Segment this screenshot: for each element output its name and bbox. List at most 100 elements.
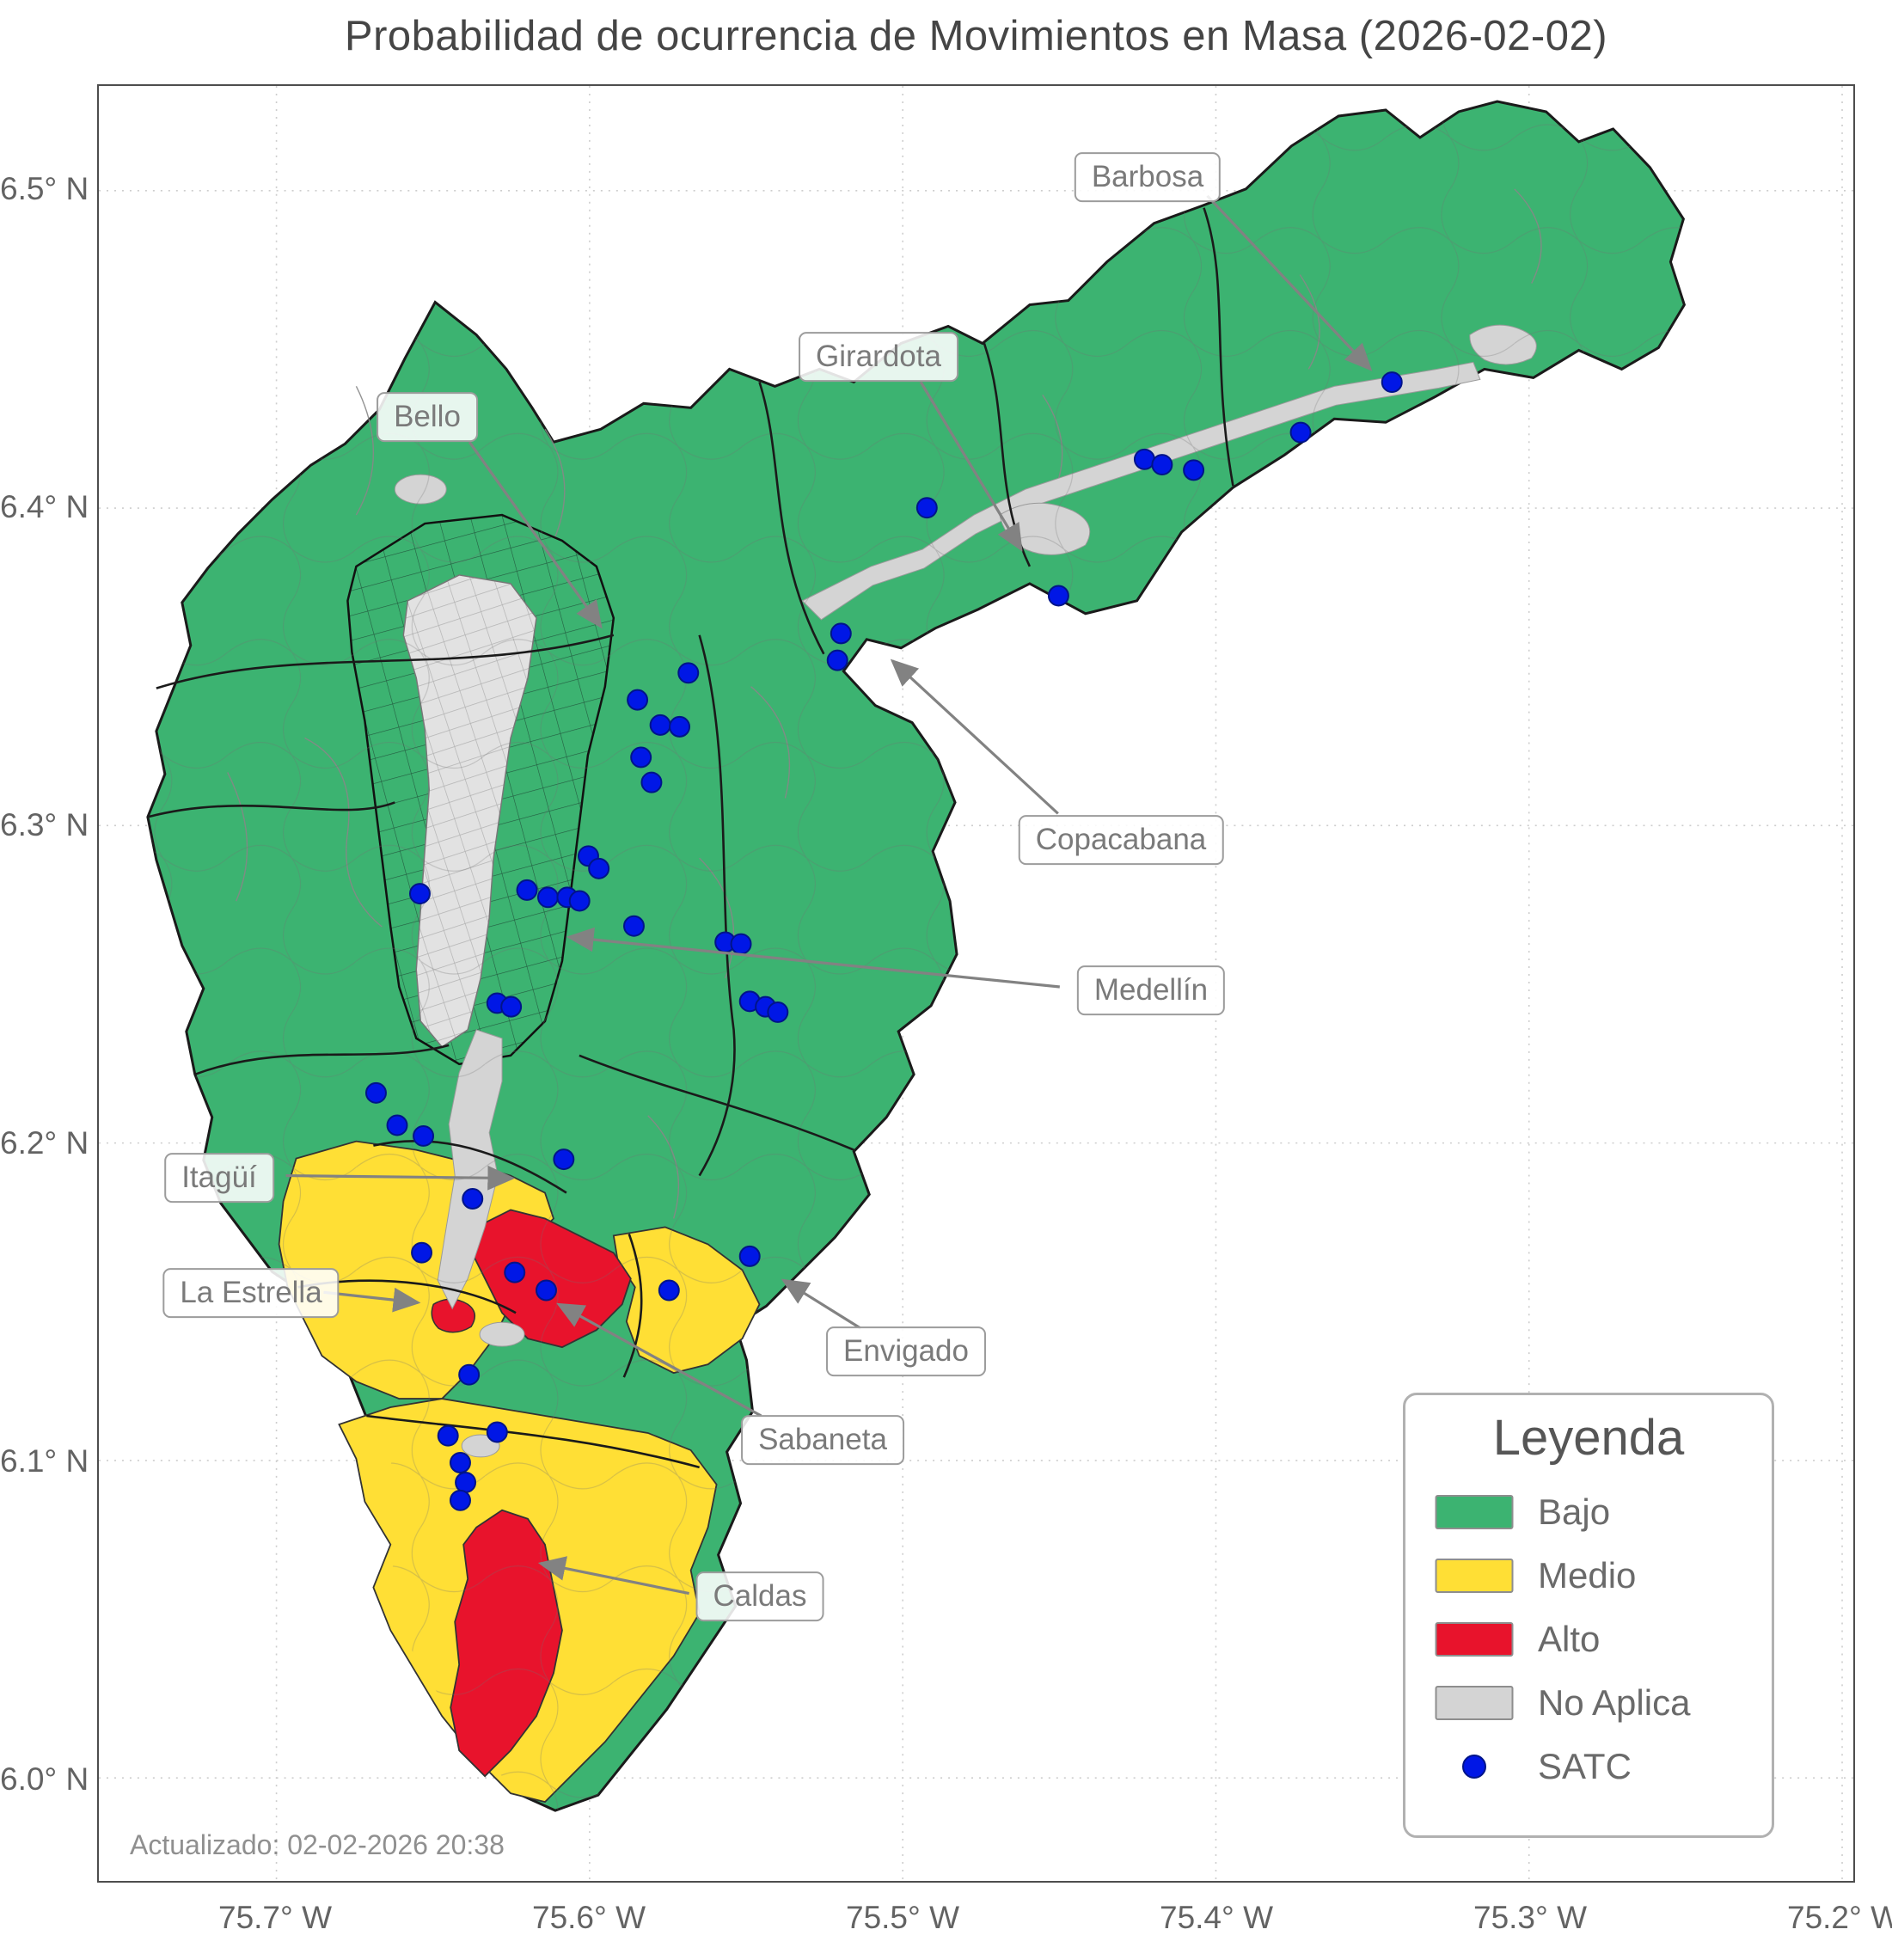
map-canvas xyxy=(99,86,1853,1881)
satc-dot xyxy=(730,933,752,955)
legend-item-alto: Alto xyxy=(1405,1608,1772,1671)
satc-dot xyxy=(437,1424,459,1447)
legend-item-medio: Medio xyxy=(1405,1544,1772,1608)
satc-dot xyxy=(516,879,538,901)
annotation-la-estrella: La Estrella xyxy=(162,1268,340,1318)
satc-dot xyxy=(450,1489,471,1511)
annotation-arrows xyxy=(285,194,1373,1596)
satc-dot xyxy=(830,622,852,645)
satc-dot xyxy=(408,883,431,905)
legend-swatch-medio-rect xyxy=(1435,1559,1514,1593)
page-title: Probabilidad de ocurrencia de Movimiento… xyxy=(344,13,1608,59)
legend-label-satc: SATC xyxy=(1538,1746,1632,1786)
satc-dot xyxy=(500,995,523,1018)
annotation-medellin: Medellín xyxy=(1076,965,1226,1015)
satc-dot xyxy=(826,649,848,671)
arrow-sabaneta xyxy=(556,1302,762,1418)
satc-dot xyxy=(568,890,591,912)
satc-dot xyxy=(1183,459,1205,481)
satc-dot xyxy=(411,1241,433,1264)
annotation-copacabana: Copacabana xyxy=(1018,815,1224,865)
x-tick: 75.3° W xyxy=(1473,1900,1588,1935)
satc-dot xyxy=(767,1001,789,1023)
arrow-copacabana xyxy=(890,658,1059,815)
satc-dot xyxy=(458,1363,481,1386)
legend-marker-satc-dot xyxy=(1462,1755,1486,1779)
legend-swatch-no-aplica xyxy=(1435,1686,1514,1720)
satc-dot xyxy=(738,1245,761,1267)
x-tick: 75.5° W xyxy=(845,1900,960,1935)
satc-dot xyxy=(640,771,663,793)
satc-dot xyxy=(677,662,700,684)
satc-dot xyxy=(1151,454,1173,476)
legend-label-bajo: Bajo xyxy=(1538,1491,1611,1532)
satc-dot xyxy=(455,1471,477,1493)
y-tick: 6.1° N xyxy=(0,1443,89,1479)
satc-dot xyxy=(649,714,671,736)
legend-swatch-bajo xyxy=(1435,1495,1514,1529)
annotation-itagui: Itagüí xyxy=(164,1153,274,1203)
satc-dot xyxy=(386,1114,408,1136)
satc-dot xyxy=(364,1081,387,1104)
legend-label-medio: Medio xyxy=(1538,1555,1637,1596)
legend-item-no-aplica: No Aplica xyxy=(1405,1671,1772,1735)
satc-dot xyxy=(1289,421,1312,444)
y-tick: 6.5° N xyxy=(0,171,89,206)
updated-timestamp: Actualizado: 02-02-2026 20:38 xyxy=(130,1829,505,1860)
legend-swatch-medio xyxy=(1435,1559,1514,1593)
satc-dot xyxy=(1133,448,1155,470)
satc-dot xyxy=(537,886,559,909)
satc-dot xyxy=(504,1261,526,1283)
satc-dot xyxy=(1047,585,1069,607)
y-tick: 6.3° N xyxy=(0,807,89,842)
legend-item-bajo: Bajo xyxy=(1405,1480,1772,1544)
satc-dot xyxy=(658,1279,680,1302)
arrow-caldas xyxy=(537,1556,689,1596)
satc-dot xyxy=(450,1452,471,1473)
y-tick: 6.4° N xyxy=(0,489,89,524)
legend-swatch-bajo-rect xyxy=(1435,1495,1514,1529)
municipal-boundaries xyxy=(147,207,1234,1469)
satc-dot xyxy=(413,1124,435,1147)
annotation-barbosa: Barbosa xyxy=(1074,152,1222,202)
satc-dot xyxy=(669,715,691,738)
annotation-sabaneta: Sabaneta xyxy=(741,1415,904,1465)
map-plot-area: Barbosa Girardota Bello Copacabana Medel… xyxy=(97,84,1855,1883)
satc-dot xyxy=(915,497,938,519)
satc-points-layer xyxy=(364,371,1403,1511)
arrow-medellin xyxy=(566,927,1060,989)
annotation-bello: Bello xyxy=(377,392,478,442)
satc-dot xyxy=(462,1188,484,1210)
legend-title: Leyenda xyxy=(1492,1410,1685,1466)
annotation-girardota: Girardota xyxy=(799,332,958,382)
legend-marker-satc xyxy=(1462,1755,1486,1779)
annotation-caldas: Caldas xyxy=(695,1571,824,1621)
satc-dot xyxy=(627,689,649,711)
legend: Leyenda Bajo Medio Alto No Aplica xyxy=(1403,1393,1774,1838)
arrow-la-estrella xyxy=(323,1287,421,1313)
satc-dot xyxy=(536,1279,557,1302)
satc-dot xyxy=(1381,371,1403,394)
satc-dot xyxy=(486,1421,508,1443)
y-tick: 6.0° N xyxy=(0,1761,89,1797)
legend-swatch-alto-rect xyxy=(1435,1622,1514,1657)
satc-dot xyxy=(623,915,645,937)
legend-swatch-no-aplica-rect xyxy=(1435,1686,1514,1720)
satc-dot xyxy=(630,746,652,769)
x-tick: 75.6° W xyxy=(531,1900,646,1935)
arrow-girardota xyxy=(919,381,1023,552)
legend-swatch-alto xyxy=(1435,1622,1514,1657)
legend-label-alto: Alto xyxy=(1538,1619,1601,1659)
x-tick: 75.2° W xyxy=(1786,1900,1892,1935)
annotation-envigado: Envigado xyxy=(826,1326,986,1376)
x-tick: 75.4° W xyxy=(1159,1900,1274,1935)
y-tick: 6.2° N xyxy=(0,1125,89,1161)
satc-dot xyxy=(553,1148,575,1171)
satc-dot xyxy=(588,857,610,879)
legend-item-satc: SATC xyxy=(1405,1735,1772,1798)
arrow-bello xyxy=(468,441,603,629)
arrow-itagui xyxy=(285,1165,516,1191)
x-tick: 75.7° W xyxy=(217,1900,333,1935)
arrow-barbosa xyxy=(1206,194,1373,371)
legend-label-no-aplica: No Aplica xyxy=(1538,1682,1691,1723)
